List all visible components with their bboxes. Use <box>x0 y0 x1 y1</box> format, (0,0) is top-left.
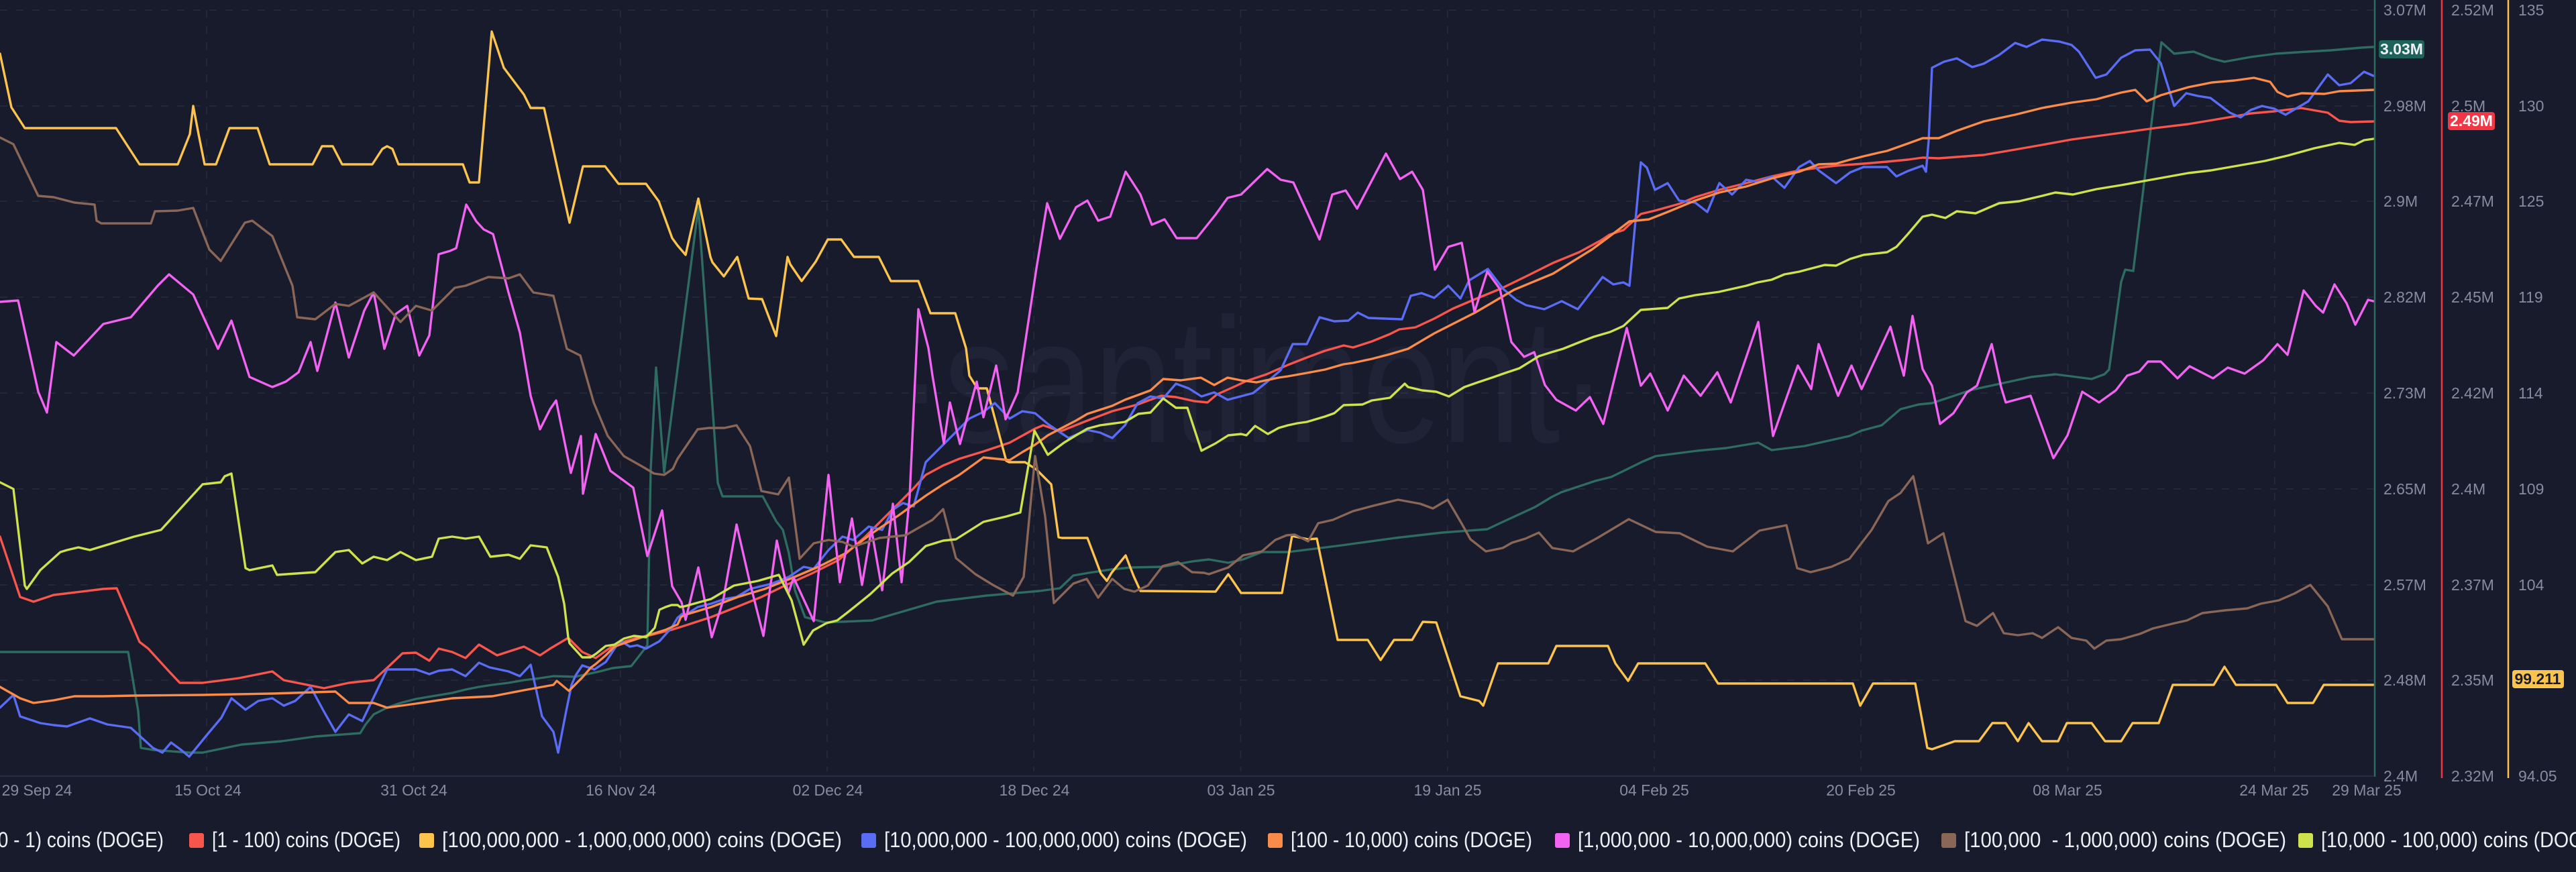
svg-text:2.42M: 2.42M <box>2451 384 2494 402</box>
svg-text:2.4M: 2.4M <box>2383 767 2418 785</box>
svg-text:[10,000 - 100,000) coins (DOGE: [10,000 - 100,000) coins (DOGE) <box>2321 828 2576 852</box>
svg-text:3.03M: 3.03M <box>2380 40 2423 58</box>
svg-text:20 Feb 25: 20 Feb 25 <box>1826 781 1896 799</box>
svg-text:[100 - 10,000) coins (DOGE): [100 - 10,000) coins (DOGE) <box>1291 828 1532 852</box>
svg-text:16 Nov 24: 16 Nov 24 <box>586 781 656 799</box>
svg-text:[100,000,000 - 1,000,000,000): [100,000,000 - 1,000,000,000) coins (DOG… <box>442 828 842 852</box>
svg-text:[1,000,000 - 10,000,000) coins: [1,000,000 - 10,000,000) coins (DOGE) <box>1578 828 1920 852</box>
svg-text:[10,000,000 - 100,000,000) coi: [10,000,000 - 100,000,000) coins (DOGE) <box>884 828 1247 852</box>
svg-text:[0 - 1) coins (DOGE): [0 - 1) coins (DOGE) <box>0 828 164 852</box>
svg-text:[1 - 100) coins (DOGE): [1 - 100) coins (DOGE) <box>212 828 400 852</box>
svg-text:18 Dec 24: 18 Dec 24 <box>1000 781 1070 799</box>
svg-text:19 Jan 25: 19 Jan 25 <box>1413 781 1481 799</box>
svg-text:29 Sep 24: 29 Sep 24 <box>2 781 72 799</box>
svg-text:2.48M: 2.48M <box>2383 671 2426 689</box>
svg-text:24 Mar 25: 24 Mar 25 <box>2239 781 2309 799</box>
svg-text:119: 119 <box>2518 288 2543 306</box>
svg-text:94.05: 94.05 <box>2518 767 2557 785</box>
svg-text:114: 114 <box>2518 384 2543 402</box>
svg-text:2.32M: 2.32M <box>2451 767 2494 785</box>
svg-text:2.35M: 2.35M <box>2451 671 2494 689</box>
svg-text:104: 104 <box>2518 576 2544 594</box>
svg-text:2.5M: 2.5M <box>2451 97 2485 115</box>
svg-text:2.37M: 2.37M <box>2451 576 2494 594</box>
svg-text:135: 135 <box>2518 1 2544 19</box>
svg-text:02 Dec 24: 02 Dec 24 <box>793 781 863 799</box>
svg-text:2.49M: 2.49M <box>2450 112 2493 129</box>
svg-text:3.07M: 3.07M <box>2383 1 2426 19</box>
svg-text:125: 125 <box>2518 193 2544 210</box>
svg-text:04 Feb 25: 04 Feb 25 <box>1619 781 1689 799</box>
svg-text:2.73M: 2.73M <box>2383 384 2426 402</box>
svg-text:2.82M: 2.82M <box>2383 288 2426 306</box>
svg-text:2.65M: 2.65M <box>2383 480 2426 498</box>
svg-text:130: 130 <box>2518 97 2544 115</box>
svg-text:2.57M: 2.57M <box>2383 576 2426 594</box>
svg-text:2.9M: 2.9M <box>2383 193 2418 210</box>
svg-text:08 Mar 25: 08 Mar 25 <box>2033 781 2102 799</box>
svg-text:109: 109 <box>2518 480 2544 498</box>
svg-text:2.4M: 2.4M <box>2451 480 2485 498</box>
svg-text:31 Oct 24: 31 Oct 24 <box>380 781 447 799</box>
svg-text:29 Mar 25: 29 Mar 25 <box>2332 781 2402 799</box>
svg-text:15 Oct 24: 15 Oct 24 <box>174 781 241 799</box>
svg-text:[100,000 - 1,000,000) coins (: [100,000 - 1,000,000) coins (DOGE) <box>1964 828 2286 852</box>
svg-text:2.47M: 2.47M <box>2451 193 2494 210</box>
svg-text:2.52M: 2.52M <box>2451 1 2494 19</box>
svg-text:2.98M: 2.98M <box>2383 97 2426 115</box>
svg-text:2.45M: 2.45M <box>2451 288 2494 306</box>
svg-text:03 Jan 25: 03 Jan 25 <box>1207 781 1275 799</box>
svg-text:99.211: 99.211 <box>2514 670 2561 688</box>
